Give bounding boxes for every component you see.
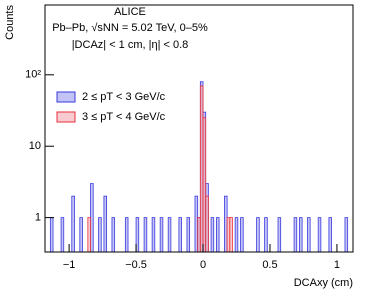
bar bbox=[240, 217, 244, 253]
bar bbox=[143, 217, 148, 253]
y-tick-label: 10 bbox=[29, 140, 41, 152]
bar bbox=[159, 217, 164, 253]
y-tick-label: 1 bbox=[35, 212, 41, 224]
x-tick-label: −1 bbox=[63, 259, 76, 271]
y-axis-label: Counts bbox=[4, 5, 16, 40]
bar bbox=[224, 195, 228, 253]
bar bbox=[264, 217, 268, 253]
bar bbox=[90, 183, 94, 253]
chart-subtitle: Pb–Pb, √sNN = 5.02 TeV, 0–5% bbox=[52, 22, 208, 34]
bar bbox=[344, 217, 349, 253]
legend-label: 3 ≤ pT < 4 GeV/c bbox=[82, 111, 166, 123]
bar bbox=[199, 85, 204, 253]
x-axis-label: DCAxy (cm) bbox=[294, 277, 353, 289]
bar bbox=[234, 217, 239, 253]
bar bbox=[49, 217, 54, 253]
bar bbox=[71, 195, 75, 253]
bar bbox=[186, 217, 191, 253]
bar bbox=[317, 217, 322, 253]
bar bbox=[299, 217, 303, 253]
x-tick-label: −0.5 bbox=[125, 259, 147, 271]
bar bbox=[229, 217, 233, 253]
bar bbox=[202, 117, 207, 253]
bar bbox=[328, 217, 332, 253]
bar bbox=[151, 217, 156, 253]
x-tick-label: 0 bbox=[200, 259, 206, 271]
bar bbox=[194, 195, 199, 253]
plot-frame bbox=[44, 4, 354, 253]
bar bbox=[124, 217, 129, 253]
x-tick-label: 1 bbox=[334, 259, 340, 271]
legend-swatch bbox=[56, 91, 76, 103]
bar bbox=[60, 217, 65, 253]
bar bbox=[87, 217, 91, 253]
chart-title: ALICE bbox=[114, 6, 146, 18]
bar bbox=[103, 195, 107, 253]
bar bbox=[226, 217, 231, 253]
bar bbox=[256, 217, 260, 253]
bar bbox=[79, 217, 83, 253]
bar bbox=[205, 195, 209, 253]
bar bbox=[277, 217, 282, 253]
annotation: |DCAz| < 1 cm, |η| < 0.8 bbox=[72, 39, 189, 51]
legend-label: 2 ≤ pT < 3 GeV/c bbox=[82, 91, 166, 103]
y-tick-label: 10² bbox=[25, 69, 41, 81]
bar bbox=[197, 217, 201, 253]
bar bbox=[167, 217, 172, 253]
bar bbox=[98, 217, 102, 253]
legend-swatch bbox=[56, 111, 76, 123]
bar bbox=[293, 217, 298, 253]
bar bbox=[111, 217, 116, 253]
bar bbox=[216, 217, 220, 253]
bar bbox=[210, 217, 215, 253]
x-tick-label: 0.5 bbox=[262, 259, 277, 271]
bar bbox=[178, 217, 182, 253]
bar bbox=[307, 217, 311, 253]
